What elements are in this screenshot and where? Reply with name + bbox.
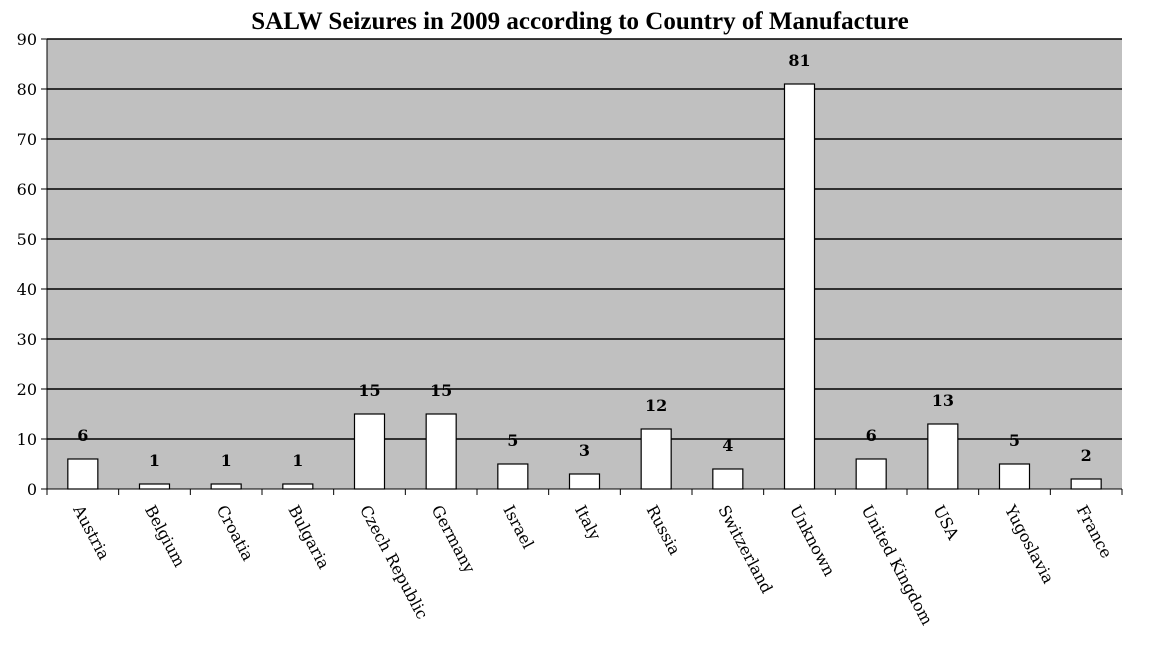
axes <box>41 38 1123 495</box>
y-tick-labels: 0 10 20 30 40 50 60 70 80 90 <box>17 30 37 499</box>
y-tick-label: 10 <box>17 430 37 449</box>
bar-france <box>1070 478 1102 490</box>
bar-austria <box>67 458 99 490</box>
category-label: France <box>1073 502 1117 561</box>
y-tick-label: 0 <box>27 480 37 499</box>
category-label: Russia <box>643 502 685 559</box>
data-label: 12 <box>645 396 667 415</box>
chart-title: SALW Seizures in 2009 according to Count… <box>251 8 909 35</box>
bar-germany <box>425 413 457 490</box>
category-labels: Austria Belgium Croatia Bulgaria Czech Repub… <box>69 501 1116 628</box>
data-label: 1 <box>149 451 160 470</box>
data-label: 5 <box>507 431 518 450</box>
gridlines <box>47 38 1122 440</box>
bar-unknown <box>783 83 816 490</box>
category-label: Switzerland <box>714 502 776 597</box>
y-tick-label: 40 <box>17 280 37 299</box>
category-label: Austria <box>69 501 114 563</box>
category-label: USA <box>929 502 963 543</box>
bar-yugoslavia <box>998 463 1031 490</box>
category-label: Germany <box>428 502 479 576</box>
data-label: 6 <box>77 426 88 445</box>
category-label: Yugoslavia <box>1000 501 1058 587</box>
y-tick-label: 90 <box>17 30 37 49</box>
plot-area <box>47 39 1122 489</box>
bars <box>67 83 1102 490</box>
data-label: 1 <box>292 451 303 470</box>
category-label: Croatia <box>213 502 258 564</box>
data-label: 6 <box>866 426 877 445</box>
bar-italy <box>568 473 601 490</box>
bar-russia <box>640 428 672 490</box>
category-label: Bulgaria <box>284 502 334 572</box>
data-label: 2 <box>1081 446 1092 465</box>
data-label: 1 <box>221 451 232 470</box>
category-label: United Kingdom <box>858 502 937 628</box>
data-label: 5 <box>1009 431 1020 450</box>
category-label: Czech Republic <box>356 502 432 622</box>
category-label: Belgium <box>141 502 189 570</box>
data-label: 13 <box>932 391 954 410</box>
data-label: 4 <box>722 436 733 455</box>
y-tick-label: 50 <box>17 230 37 249</box>
category-label: Italy <box>571 502 605 543</box>
y-tick-label: 30 <box>17 330 37 349</box>
bar-belgium <box>138 483 171 490</box>
y-tick-label: 20 <box>17 380 37 399</box>
category-label: Unknown <box>786 502 839 579</box>
bar-united-kingdom <box>855 458 887 490</box>
bar-croatia <box>210 483 242 490</box>
bar-switzerland <box>712 468 744 490</box>
y-tick-label: 60 <box>17 180 37 199</box>
bar-usa <box>927 423 959 490</box>
bar-czech-republic <box>353 413 386 490</box>
data-label: 15 <box>430 381 452 400</box>
y-tick-label: 80 <box>17 80 37 99</box>
bar-israel <box>497 463 529 490</box>
y-tick-label: 70 <box>17 130 37 149</box>
data-label: 3 <box>579 441 590 460</box>
bar-bulgaria <box>282 483 314 490</box>
data-label: 15 <box>358 381 380 400</box>
category-label: Israel <box>499 502 538 552</box>
data-label: 81 <box>788 51 810 70</box>
data-labels: 6 1 1 1 15 15 5 3 12 4 81 6 13 5 2 <box>77 51 1091 470</box>
